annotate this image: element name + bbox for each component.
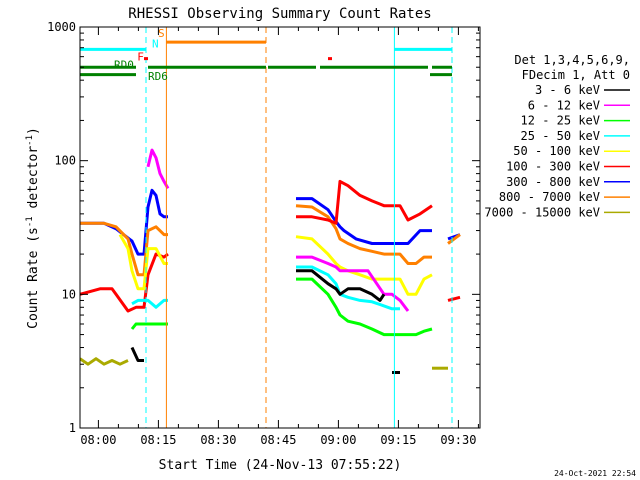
y-tick-label-1: 1 [69,421,76,435]
x-tick-label-0915: 09:15 [380,433,416,447]
series-100-300-kev-segment-1 [296,179,433,225]
series-25-50-kev-segment-1 [296,265,400,311]
series-800-7000-kev-segment-0 [80,221,168,277]
annotation-n: N [152,38,159,51]
legend: Det 1,3,4,5,6,9, FDecim 1, Att 0 3 - 6 k… [484,53,630,219]
y-tick-label-10: 10 [62,287,76,301]
series-50-100-kev-segment-0 [118,233,168,291]
legend-header-2: FDecim 1, Att 0 [522,68,630,82]
chart-title: RHESSI Observing Summary Count Rates [128,6,431,22]
y-axis-label-sup: -1 [25,216,35,227]
series-7000-15000-kev-segment-0 [80,357,129,366]
series-800-7000-kev-segment-1 [295,204,432,265]
series-12-25-kev-segment-0 [130,322,168,330]
y-axis-label-rest: detector [26,146,41,217]
legend-label-6-12-kev: 6 - 12 keV [528,98,600,112]
series-12-25-kev-segment-1 [296,277,433,337]
legend-label-100-300-kev: 100 - 300 keV [506,160,600,174]
footer-timestamp: 24-Oct-2021 22:54 [554,469,636,478]
series-6-12-kev-segment-0 [146,148,170,190]
legend-header-1: Det 1,3,4,5,6,9, [514,53,630,67]
y-axis-label-end: ) [26,127,41,135]
legend-label-25-50-kev: 25 - 50 keV [521,129,600,143]
series-50-100-kev-segment-1 [295,235,433,296]
series-3-6-kev-segment-1 [296,269,386,302]
annotation-f: F [137,51,144,64]
legend-label-3-6-kev: 3 - 6 keV [535,83,600,97]
y-axis-label-sup2: -1 [25,135,35,146]
x-tick-label-0845: 08:45 [260,433,296,447]
x-tick-label-0900: 09:00 [320,433,356,447]
legend-label-50-100-kev: 50 - 100 keV [513,144,600,158]
data-layer [80,148,461,374]
series-100-300-kev-segment-0 [80,252,169,313]
y-axis-label-main: Count Rate (s [26,227,41,329]
y-tick-label-100: 100 [54,154,76,168]
legend-label-300-800-kev: 300 - 800 keV [506,175,600,189]
series-800-7000-kev-segment-2 [447,233,461,245]
x-tick-label-0830: 08:30 [200,433,236,447]
series-6-12-kev-segment-1 [296,255,410,312]
annotation-rd0: RD0 [114,58,134,71]
series-3-6-kev-segment-0 [130,346,144,362]
y-axis-label: Count Rate (s-1 detector-1) [25,127,41,329]
x-axis-label: Start Time (24-Nov-13 07:55:22) [159,458,402,473]
x-tick-label-0930: 09:30 [440,433,476,447]
legend-label-12-25-kev: 12 - 25 keV [521,114,600,128]
plot-frame [79,26,481,429]
legend-label-7000-15000-kev: 7000 - 15000 keV [484,205,600,219]
y-tick-label-1000: 1000 [47,20,76,34]
x-tick-label-0800: 08:00 [80,433,116,447]
annotation-rd6: RD6 [148,70,168,83]
annotation-s: S [158,27,165,40]
x-tick-label-0815: 08:15 [140,433,176,447]
legend-label-800-7000-kev: 800 - 7000 keV [499,190,600,204]
series-25-50-kev-segment-0 [131,298,168,309]
series-300-800-kev-segment-1 [296,197,432,245]
series-100-300-kev-segment-2 [447,295,461,302]
